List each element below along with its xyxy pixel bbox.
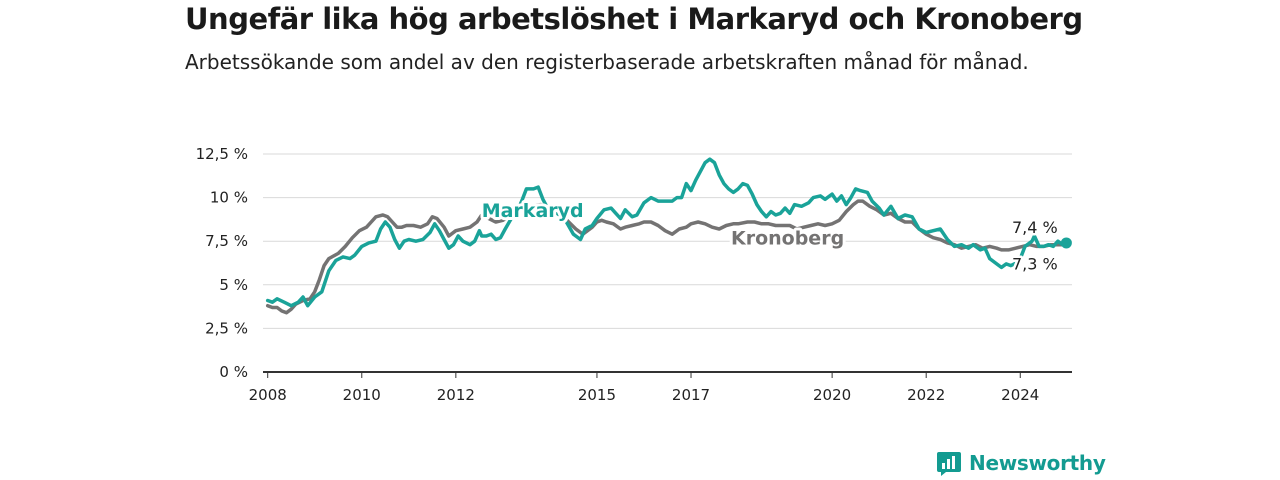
y-tick-label: 7,5 % xyxy=(205,232,248,250)
y-tick-label: 10 % xyxy=(210,189,248,207)
x-tick-label: 2017 xyxy=(672,386,710,404)
bar-chart-icon xyxy=(937,452,961,476)
end-point-marker xyxy=(1060,237,1072,249)
x-tick-label: 2008 xyxy=(249,386,287,404)
x-tick-label: 2015 xyxy=(578,386,616,404)
y-tick-label: 2,5 % xyxy=(205,319,248,337)
series-line-kronoberg xyxy=(265,199,1069,315)
x-tick-label: 2010 xyxy=(343,386,381,404)
y-tick-label: 5 % xyxy=(219,276,248,294)
y-tick-label: 12,5 % xyxy=(196,145,248,163)
y-axis-ticks: 0 % 2,5 % 5 % 7,5 % 10 % 12,5 % xyxy=(196,145,248,381)
line-chart: 0 %2,5 %5 %7,5 %10 %12,5 % 2008 2010 2012 2… xyxy=(196,145,1072,404)
chart-title: Ungefär lika hög arbetslöshet i Markaryd… xyxy=(185,2,1083,36)
series-line-markaryd xyxy=(265,157,1069,308)
series-label-markaryd: Markaryd xyxy=(482,200,584,222)
newsworthy-logo: Newsworthy xyxy=(936,448,1106,478)
series-lines xyxy=(265,157,1072,315)
end-value-label-kronoberg: 7,3 % xyxy=(1012,255,1058,274)
x-tick-label: 2022 xyxy=(907,386,945,404)
y-tick-label: 0 % xyxy=(219,363,248,381)
x-axis-ticks: 2008 2010 2012 2015 2017 2020 2022 2024 xyxy=(249,372,1039,404)
x-tick-label: 2024 xyxy=(1001,386,1039,404)
chart-subtitle: Arbetssökande som andel av den registerb… xyxy=(185,50,1029,74)
grid-lines xyxy=(263,153,1072,373)
series-labels: Markaryd Kronoberg 7,4 % 7,3 % xyxy=(479,197,1061,276)
x-tick-label: 2020 xyxy=(813,386,851,404)
x-tick-label: 2012 xyxy=(437,386,475,404)
end-value-label-markaryd: 7,4 % xyxy=(1012,218,1058,237)
brand-name: Newsworthy xyxy=(969,451,1106,475)
series-label-kronoberg: Kronoberg xyxy=(731,228,844,250)
